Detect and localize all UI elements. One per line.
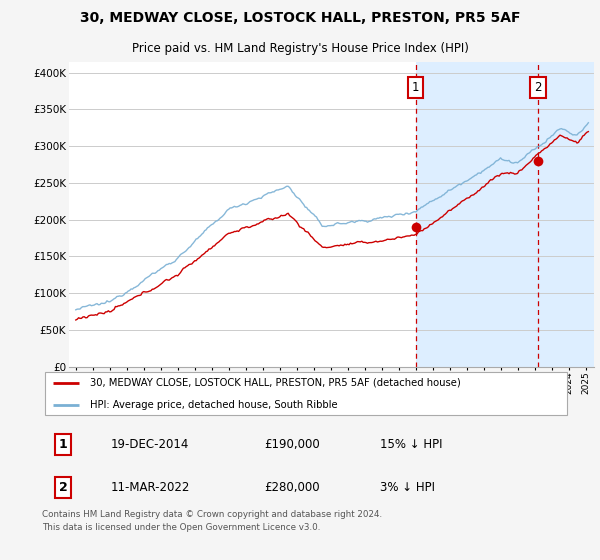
- Text: 2: 2: [59, 481, 67, 494]
- Text: £280,000: £280,000: [264, 481, 319, 494]
- Text: 19-DEC-2014: 19-DEC-2014: [110, 438, 189, 451]
- Text: 15% ↓ HPI: 15% ↓ HPI: [380, 438, 442, 451]
- FancyBboxPatch shape: [44, 372, 568, 415]
- Text: 2: 2: [534, 81, 542, 94]
- Text: 11-MAR-2022: 11-MAR-2022: [110, 481, 190, 494]
- Text: 30, MEDWAY CLOSE, LOSTOCK HALL, PRESTON, PR5 5AF: 30, MEDWAY CLOSE, LOSTOCK HALL, PRESTON,…: [80, 11, 520, 25]
- Text: Contains HM Land Registry data © Crown copyright and database right 2024.
This d: Contains HM Land Registry data © Crown c…: [42, 510, 382, 532]
- Text: 1: 1: [59, 438, 67, 451]
- Text: HPI: Average price, detached house, South Ribble: HPI: Average price, detached house, Sout…: [89, 400, 337, 410]
- Text: Price paid vs. HM Land Registry's House Price Index (HPI): Price paid vs. HM Land Registry's House …: [131, 43, 469, 55]
- Text: 30, MEDWAY CLOSE, LOSTOCK HALL, PRESTON, PR5 5AF (detached house): 30, MEDWAY CLOSE, LOSTOCK HALL, PRESTON,…: [89, 378, 460, 388]
- Text: 3% ↓ HPI: 3% ↓ HPI: [380, 481, 435, 494]
- Bar: [416, 62, 600, 367]
- Text: 1: 1: [412, 81, 419, 94]
- Text: £190,000: £190,000: [264, 438, 320, 451]
